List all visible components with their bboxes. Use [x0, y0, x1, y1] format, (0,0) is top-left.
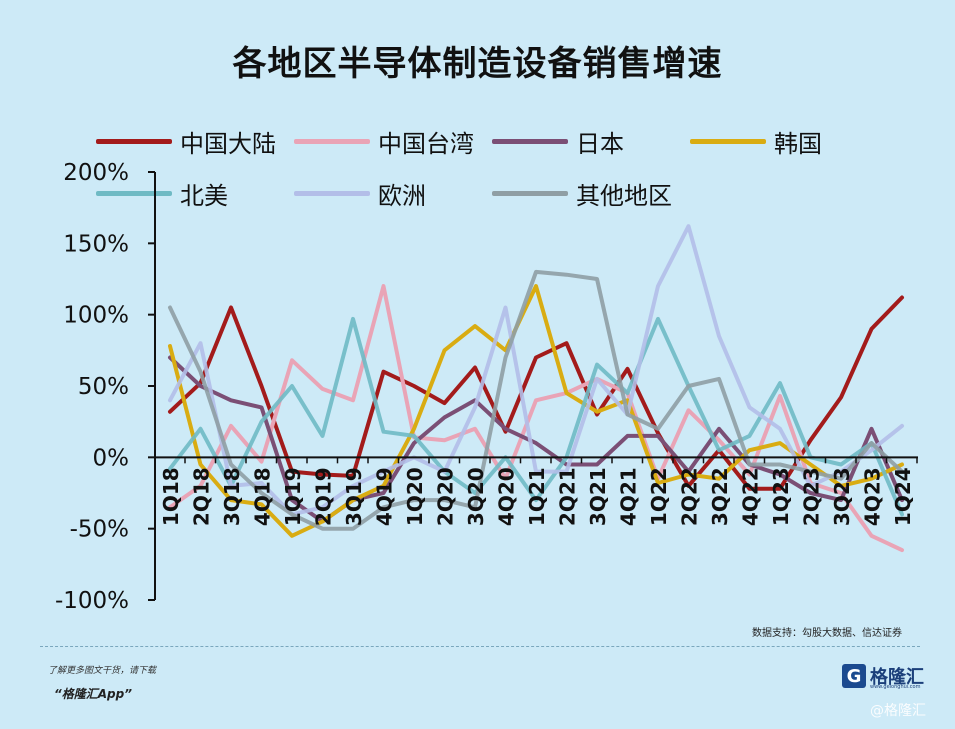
legend-swatch	[492, 191, 568, 196]
x-tick-label: 3Q20	[464, 467, 488, 526]
app-name: “格隆汇App”	[54, 687, 132, 701]
x-tick-label: 3Q18	[220, 467, 244, 526]
y-tick-label: -100%	[55, 588, 129, 614]
legend-item-china-mainland: 中国大陆	[96, 124, 294, 159]
divider	[40, 646, 920, 647]
y-tick-label: 200%	[63, 160, 129, 186]
x-tick-label: 1Q19	[281, 467, 305, 526]
x-tick-label: 1Q23	[769, 467, 793, 526]
y-tick-label: 0%	[93, 445, 130, 471]
x-tick-label: 2Q18	[190, 467, 214, 526]
logo-name: 格隆汇	[870, 667, 924, 688]
series-line-3	[168, 355, 904, 524]
legend-label: 中国大陆	[180, 130, 276, 158]
source-note: 数据支持：勾股大数据、信达证券	[752, 628, 902, 639]
legend-swatch	[492, 139, 568, 144]
legend-row-2: 北美 欧洲 其他地区	[96, 176, 672, 211]
legend-label: 韩国	[774, 130, 822, 158]
x-tick-label: 4Q18	[251, 467, 275, 526]
x-tick-label: 1Q21	[525, 467, 549, 526]
legend-swatch	[294, 191, 370, 196]
legend-label: 日本	[576, 130, 624, 158]
legend-item-north-america: 北美	[96, 176, 294, 211]
legend-label: 北美	[180, 182, 228, 210]
y-tick-label: 100%	[63, 303, 129, 329]
x-tick-label: 2Q19	[312, 467, 336, 526]
y-tick-label: 150%	[63, 231, 129, 257]
legend-swatch	[294, 139, 370, 144]
watermark: @格隆汇	[870, 703, 926, 719]
x-tick-label: 3Q23	[830, 467, 854, 526]
x-tick-label: 1Q24	[891, 467, 915, 526]
x-tick-label: 3Q19	[342, 467, 366, 526]
x-tick-label: 4Q20	[495, 467, 519, 526]
x-tick-label: 4Q21	[617, 467, 641, 526]
series-line-2	[168, 284, 904, 553]
download-prompt: 了解更多图文干货，请下载	[48, 666, 157, 676]
series-line-5	[168, 316, 904, 517]
y-tick-label: -50%	[70, 517, 129, 543]
x-tick-label: 2Q21	[556, 467, 580, 526]
legend-swatch	[96, 191, 172, 196]
legend-swatch	[96, 139, 172, 144]
logo-url: www.gelonghui.com	[870, 684, 921, 690]
legend-item-china-taiwan: 中国台湾	[294, 124, 492, 159]
brand-logo: G 格隆汇 www.gelonghui.com	[842, 663, 924, 690]
x-tick-label: 2Q23	[800, 467, 824, 526]
series-line-4	[168, 284, 904, 538]
x-tick-label: 1Q18	[159, 467, 183, 526]
x-tick-label: 4Q22	[739, 467, 763, 526]
x-tick-label: 1Q20	[403, 467, 427, 526]
x-tick-label: 4Q19	[373, 467, 397, 526]
legend-label: 其他地区	[576, 182, 672, 210]
x-tick-label: 3Q21	[586, 467, 610, 526]
x-tick-label: 4Q23	[861, 467, 885, 526]
x-tick-label: 1Q22	[647, 467, 671, 526]
legend-label: 欧洲	[378, 182, 426, 210]
chart-title: 各地区半导体制造设备销售增速	[232, 44, 723, 84]
legend-row-1: 中国大陆 中国台湾 日本 韩国	[96, 124, 822, 159]
x-tick-label: 3Q22	[708, 467, 732, 526]
legend-swatch	[690, 139, 766, 144]
legend-item-other-regions: 其他地区	[492, 176, 672, 211]
y-tick-label: 50%	[78, 374, 129, 400]
legend-label: 中国台湾	[378, 130, 474, 158]
logo-mark-icon: G	[842, 664, 866, 688]
x-tick-label: 2Q20	[434, 467, 458, 526]
x-tick-label: 2Q22	[678, 467, 702, 526]
legend-item-korea: 韩国	[690, 124, 822, 159]
legend-item-europe: 欧洲	[294, 176, 492, 211]
series-line-7	[168, 269, 904, 531]
legend-item-japan: 日本	[492, 124, 690, 159]
series-line-1	[168, 295, 904, 491]
